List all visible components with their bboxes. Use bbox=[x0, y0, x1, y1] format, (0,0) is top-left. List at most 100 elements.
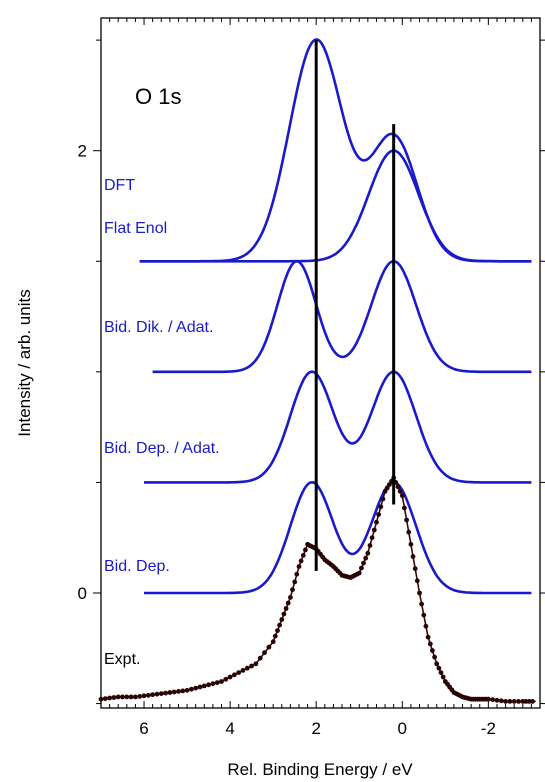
expt-point bbox=[395, 484, 401, 490]
y-tick-label: 0 bbox=[78, 584, 87, 603]
expt-point bbox=[272, 633, 278, 639]
expt-point bbox=[111, 695, 117, 700]
expt-point bbox=[417, 590, 422, 596]
x-tick-label: 2 bbox=[311, 719, 320, 738]
expt-point bbox=[303, 547, 308, 553]
series-line bbox=[144, 370, 532, 484]
expt-point bbox=[432, 654, 437, 660]
expt-point bbox=[249, 663, 255, 669]
y-tick-label: 2 bbox=[78, 142, 87, 161]
expt-point bbox=[107, 695, 112, 701]
expt-point bbox=[150, 692, 156, 698]
expt-point bbox=[397, 488, 403, 494]
x-tick-label: 4 bbox=[225, 719, 234, 738]
series-line bbox=[139, 149, 532, 263]
expt-point bbox=[408, 541, 414, 547]
expt-point bbox=[359, 565, 364, 571]
expt-point bbox=[399, 493, 405, 499]
series-label: Flat Enol bbox=[104, 220, 167, 237]
expt-point bbox=[281, 611, 287, 617]
expt-point bbox=[361, 560, 366, 566]
expt-point bbox=[414, 578, 420, 584]
expt-point bbox=[285, 600, 291, 606]
expt-point bbox=[283, 606, 289, 611]
expt-point bbox=[436, 665, 442, 671]
expt-point bbox=[201, 683, 207, 689]
expt-point bbox=[163, 690, 169, 696]
expt-point bbox=[494, 697, 500, 703]
series-line bbox=[152, 259, 532, 374]
expt-point bbox=[180, 688, 186, 694]
expt-point bbox=[115, 694, 121, 700]
reference-lines bbox=[314, 40, 396, 571]
curves-layer bbox=[98, 38, 536, 704]
expt-point bbox=[227, 674, 233, 680]
expt-point bbox=[300, 553, 306, 558]
expt-point bbox=[296, 564, 302, 569]
x-tick-label: 0 bbox=[398, 719, 407, 738]
expt-point bbox=[367, 543, 373, 548]
expt-point bbox=[365, 550, 371, 556]
expt-point bbox=[133, 694, 138, 700]
expt-point bbox=[412, 566, 418, 572]
series-label: Bid. Dep. bbox=[104, 558, 170, 575]
expt-point bbox=[363, 555, 369, 561]
expt-point bbox=[154, 691, 160, 697]
expt-point bbox=[184, 687, 190, 693]
series-line bbox=[144, 480, 532, 595]
expt-point bbox=[406, 529, 412, 535]
expt-point bbox=[137, 694, 143, 699]
plot-frame bbox=[100, 17, 541, 709]
expt-point bbox=[530, 699, 535, 704]
y-axis-label: Intensity / arb. units bbox=[15, 289, 34, 436]
x-tick-label: 6 bbox=[139, 719, 148, 738]
expt-point bbox=[223, 676, 229, 682]
expt-point bbox=[378, 504, 384, 510]
x-axis-label: Rel. Binding Energy / eV bbox=[227, 760, 413, 779]
axis-ticks: 6 4 2 0 -2 0 2 bbox=[78, 18, 545, 738]
expt-point bbox=[430, 648, 435, 653]
expt-point bbox=[410, 554, 416, 559]
chart-title: O 1s bbox=[135, 84, 181, 109]
expt-point bbox=[197, 684, 203, 690]
expt-point bbox=[266, 644, 272, 650]
series-label: Bid. Dik. / Adat. bbox=[104, 319, 213, 336]
expt-point bbox=[232, 672, 237, 678]
expt-point bbox=[219, 679, 224, 684]
series-line bbox=[139, 38, 532, 263]
labels-layer: DFT Flat Enol Bid. Dik. / Adat. Bid. Dep. /… bbox=[104, 177, 220, 668]
expt-point bbox=[298, 558, 304, 564]
expt-point bbox=[210, 681, 216, 687]
expt-point bbox=[503, 699, 508, 704]
expt-point bbox=[171, 689, 177, 695]
expt-point bbox=[193, 685, 199, 691]
expt-point bbox=[189, 686, 194, 692]
expt-point bbox=[253, 661, 259, 667]
expt-point bbox=[145, 692, 151, 698]
expt-point bbox=[102, 696, 108, 701]
expt-point bbox=[526, 699, 532, 704]
expt-point bbox=[120, 694, 125, 700]
expt-point bbox=[511, 699, 517, 704]
expt-point bbox=[404, 517, 409, 523]
expt-point bbox=[427, 641, 433, 647]
expt-point bbox=[290, 587, 295, 593]
expt-point bbox=[158, 691, 164, 696]
expt-point bbox=[124, 694, 130, 700]
expt-point bbox=[294, 571, 300, 577]
expt-point bbox=[490, 697, 496, 703]
expt-point bbox=[440, 674, 446, 680]
expt-point bbox=[167, 690, 173, 695]
expt-point bbox=[374, 519, 379, 525]
expt-point bbox=[486, 696, 491, 702]
expt-point bbox=[356, 570, 362, 576]
expt-point bbox=[262, 650, 267, 656]
expt-point bbox=[277, 622, 282, 628]
expt-point bbox=[438, 670, 444, 675]
expt-point bbox=[369, 535, 375, 541]
expt-point bbox=[244, 665, 250, 671]
expt-point bbox=[498, 698, 504, 704]
expt-point bbox=[292, 579, 298, 585]
expt-point bbox=[98, 696, 104, 702]
expt-point bbox=[214, 680, 220, 685]
